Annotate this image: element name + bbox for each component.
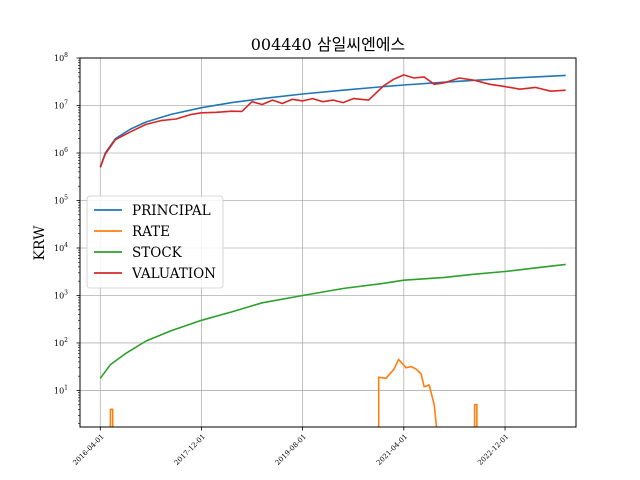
legend-label: STOCK: [132, 245, 183, 261]
y-axis: 101 102 103 104 105 106 107 108: [54, 52, 80, 424]
stock-line: [99, 263, 566, 379]
rate-line: [109, 408, 114, 427]
y-axis-label: KRW: [32, 225, 48, 261]
legend-label: PRINCIPAL: [132, 203, 211, 219]
x-tick-label: 2016-04-01: [71, 433, 105, 467]
grid: [80, 57, 576, 427]
legend: PRINCIPAL RATE STOCK VALUATION: [86, 195, 224, 289]
x-tick-label: 2017-12-01: [173, 433, 207, 467]
y-tick-label: 102: [54, 337, 68, 348]
rate-line: [377, 358, 438, 428]
y-tick-label: 106: [54, 147, 68, 158]
y-tick-label: 101: [54, 384, 68, 395]
x-tick-label: 2019-08-01: [274, 433, 308, 467]
plot-frame: [79, 57, 577, 428]
y-tick-label: 104: [54, 242, 68, 253]
y-tick-label: 107: [54, 99, 68, 110]
legend-box: [86, 195, 224, 289]
principal-line: [99, 74, 566, 168]
chart-title: 004440 삼일씨엔에스: [251, 35, 405, 54]
x-tick-label: 2021-04-01: [375, 433, 409, 467]
valuation-line: [99, 74, 566, 168]
y-tick-label: 105: [54, 194, 68, 205]
y-tick-label: 108: [54, 52, 68, 63]
legend-label: VALUATION: [131, 266, 216, 282]
legend-label: RATE: [132, 224, 170, 240]
y-tick-label: 103: [54, 289, 68, 300]
x-tick-label: 2022-12-01: [476, 433, 510, 467]
series-layer: [99, 74, 566, 428]
rate-line: [473, 403, 478, 427]
x-axis: 2016-04-01 2017-12-01 2019-08-01 2021-04-01…: [71, 427, 510, 467]
